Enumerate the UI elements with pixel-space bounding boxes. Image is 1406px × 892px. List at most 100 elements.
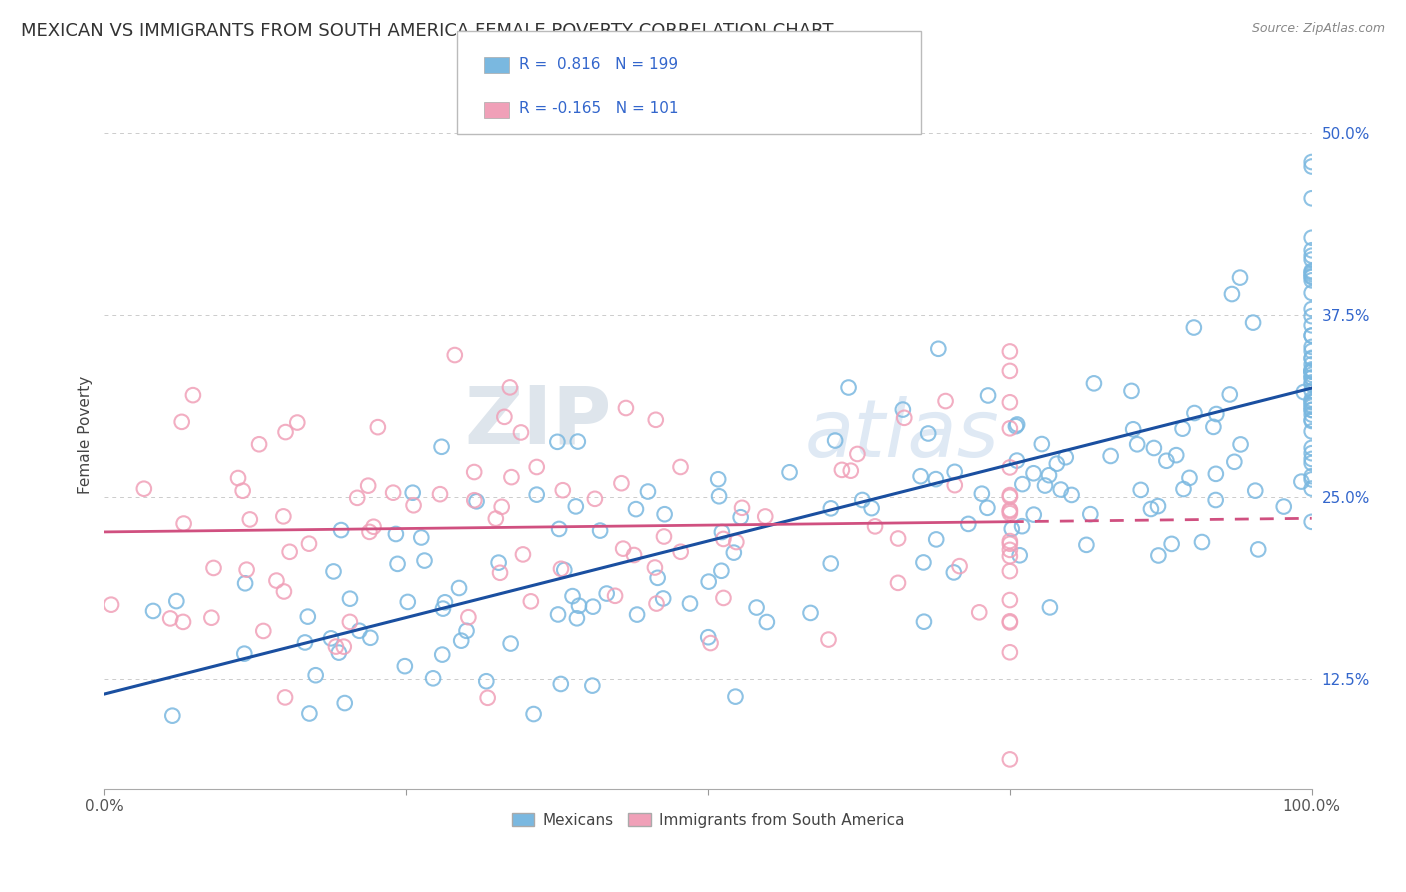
Point bbox=[998, 344, 1021, 359]
Point bbox=[1301, 267, 1323, 281]
Point bbox=[1301, 328, 1323, 343]
Point bbox=[494, 409, 516, 424]
Point bbox=[330, 523, 353, 537]
Point bbox=[1205, 467, 1227, 481]
Text: Source: ZipAtlas.com: Source: ZipAtlas.com bbox=[1251, 22, 1385, 36]
Point bbox=[1005, 419, 1028, 434]
Point bbox=[173, 516, 195, 531]
Point bbox=[970, 486, 993, 500]
Point bbox=[1202, 420, 1225, 434]
Point bbox=[226, 471, 249, 485]
Point bbox=[731, 500, 754, 515]
Point bbox=[278, 545, 301, 559]
Point bbox=[998, 506, 1021, 520]
Point bbox=[977, 388, 1000, 402]
Point bbox=[1241, 316, 1264, 330]
Point bbox=[925, 533, 948, 547]
Point bbox=[1301, 249, 1323, 263]
Point bbox=[1301, 364, 1323, 378]
Point bbox=[860, 501, 883, 516]
Point bbox=[553, 563, 575, 577]
Point bbox=[713, 591, 735, 605]
Point bbox=[510, 425, 533, 440]
Point bbox=[1301, 364, 1323, 378]
Point bbox=[432, 648, 454, 662]
Point bbox=[838, 380, 860, 394]
Point bbox=[1301, 376, 1323, 390]
Text: R =  0.816   N = 199: R = 0.816 N = 199 bbox=[519, 57, 678, 71]
Point bbox=[233, 647, 256, 661]
Point bbox=[1039, 600, 1062, 615]
Point bbox=[526, 460, 548, 475]
Point bbox=[202, 561, 225, 575]
Point bbox=[142, 604, 165, 618]
Point bbox=[1272, 500, 1295, 514]
Point bbox=[851, 493, 873, 508]
Point bbox=[820, 501, 842, 516]
Point bbox=[1301, 515, 1323, 529]
Point bbox=[824, 434, 846, 448]
Point bbox=[1160, 537, 1182, 551]
Point bbox=[491, 500, 513, 514]
Point bbox=[1011, 477, 1033, 491]
Point bbox=[274, 425, 297, 439]
Point bbox=[626, 607, 648, 622]
Point bbox=[1301, 155, 1323, 169]
Point bbox=[1147, 549, 1170, 563]
Point bbox=[998, 542, 1021, 557]
Point bbox=[526, 488, 548, 502]
Point bbox=[1049, 483, 1071, 497]
Point bbox=[893, 410, 915, 425]
Point bbox=[1301, 340, 1323, 354]
Point bbox=[839, 464, 862, 478]
Point bbox=[172, 615, 194, 629]
Point bbox=[817, 632, 839, 647]
Point bbox=[1244, 483, 1267, 498]
Point bbox=[998, 537, 1021, 551]
Point bbox=[328, 646, 350, 660]
Point bbox=[247, 437, 270, 451]
Point bbox=[1301, 408, 1323, 422]
Point bbox=[413, 553, 436, 567]
Point bbox=[273, 584, 295, 599]
Point bbox=[1301, 469, 1323, 483]
Point bbox=[385, 527, 408, 541]
Point bbox=[429, 487, 451, 501]
Point bbox=[1129, 483, 1152, 497]
Point bbox=[488, 556, 510, 570]
Point bbox=[925, 472, 948, 486]
Point bbox=[1054, 450, 1077, 465]
Point bbox=[1301, 273, 1323, 287]
Point bbox=[799, 606, 821, 620]
Point bbox=[582, 599, 605, 614]
Point bbox=[1022, 508, 1045, 522]
Point bbox=[305, 668, 328, 682]
Point bbox=[1219, 387, 1241, 401]
Point bbox=[463, 465, 485, 479]
Point bbox=[457, 610, 479, 624]
Point bbox=[274, 690, 297, 705]
Point bbox=[359, 524, 381, 539]
Point bbox=[1005, 417, 1028, 432]
Point bbox=[779, 465, 801, 479]
Point bbox=[917, 426, 939, 441]
Point bbox=[1301, 309, 1323, 323]
Point bbox=[273, 509, 295, 524]
Point bbox=[520, 594, 543, 608]
Point bbox=[339, 591, 361, 606]
Point bbox=[1301, 231, 1323, 245]
Point bbox=[394, 659, 416, 673]
Point bbox=[669, 460, 692, 475]
Point bbox=[612, 541, 634, 556]
Point bbox=[910, 469, 932, 483]
Point bbox=[846, 447, 869, 461]
Point bbox=[1301, 392, 1323, 407]
Point bbox=[998, 564, 1021, 578]
Point bbox=[1301, 414, 1323, 428]
Point bbox=[456, 624, 478, 638]
Point bbox=[1301, 244, 1323, 258]
Point bbox=[1301, 265, 1323, 279]
Point bbox=[647, 571, 669, 585]
Point bbox=[512, 548, 534, 562]
Point bbox=[998, 504, 1021, 518]
